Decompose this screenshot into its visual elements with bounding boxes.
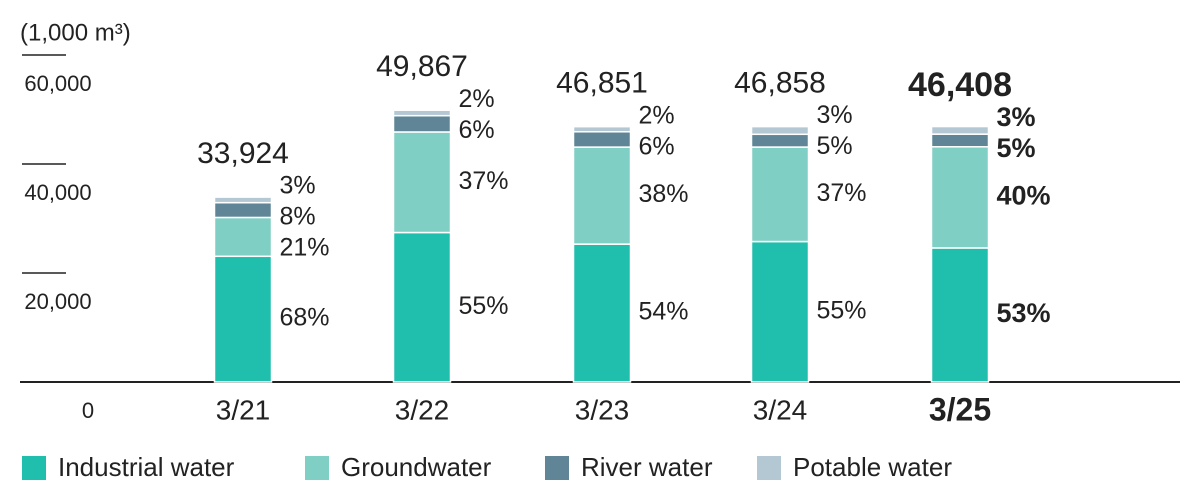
segment-label: 37% (459, 167, 509, 195)
bar-segment (213, 201, 273, 219)
segment-label: 3% (280, 172, 316, 200)
segment-label: 21% (280, 234, 330, 262)
legend-label: Groundwater (341, 452, 492, 482)
bar-segment (750, 125, 810, 136)
segment-label: 5% (817, 132, 853, 160)
y-tick-label: 40,000 (24, 180, 91, 205)
bar-segment (930, 133, 990, 148)
bar-segment (750, 133, 810, 148)
bar-segment (572, 131, 632, 148)
legend-label: Potable water (793, 452, 952, 482)
x-tick-label: 3/24 (753, 394, 808, 425)
bar-segment (750, 240, 810, 383)
segment-label: 6% (639, 132, 675, 160)
y-tick-label: 20,000 (24, 289, 91, 314)
y-tick-label: 60,000 (24, 71, 91, 96)
total-label: 49,867 (376, 50, 468, 83)
bar-segment (213, 216, 273, 258)
x-tick-label: 3/22 (395, 394, 450, 425)
total-label: 46,858 (734, 67, 826, 100)
total-label: 33,924 (197, 137, 289, 170)
segment-label: 53% (997, 298, 1051, 328)
segment-label: 3% (817, 101, 853, 129)
bar-segment (930, 125, 990, 135)
legend-swatch (305, 456, 329, 480)
y-tick-label: 0 (82, 398, 94, 423)
segment-label: 2% (459, 85, 495, 113)
legend-swatch (22, 456, 46, 480)
segment-label: 5% (997, 133, 1036, 163)
bar-segment (213, 255, 273, 383)
total-label: 46,408 (908, 66, 1012, 104)
bar-segment (572, 125, 632, 133)
legend-swatch (545, 456, 569, 480)
segment-label: 8% (280, 203, 316, 231)
legend-label: River water (581, 452, 713, 482)
bar-segment (930, 146, 990, 249)
segment-label: 55% (817, 296, 867, 324)
bar-segment (572, 243, 632, 383)
segment-label: 6% (459, 116, 495, 144)
bar-segment (572, 146, 632, 245)
bar-segment (750, 146, 810, 243)
segment-label: 3% (997, 102, 1036, 132)
bar-segment (392, 131, 452, 234)
segment-label: 2% (639, 101, 675, 129)
bar-segment (213, 196, 273, 204)
y-axis-unit: (1,000 m³) (20, 19, 131, 46)
legend-swatch (757, 456, 781, 480)
bar-segment (392, 231, 452, 383)
segment-label: 54% (639, 298, 689, 326)
segment-label: 37% (817, 179, 867, 207)
bar-segment (392, 109, 452, 117)
legend-label: Industrial water (58, 452, 235, 482)
segment-label: 40% (997, 180, 1051, 210)
x-tick-label: 3/23 (575, 394, 630, 425)
segment-label: 68% (280, 304, 330, 332)
total-label: 46,851 (556, 67, 648, 100)
x-tick-label: 3/21 (216, 394, 271, 425)
segment-label: 38% (639, 180, 689, 208)
x-tick-label: 3/25 (929, 391, 991, 427)
segment-label: 55% (459, 292, 509, 320)
bar-segment (392, 114, 452, 133)
bar-segment (930, 247, 990, 383)
